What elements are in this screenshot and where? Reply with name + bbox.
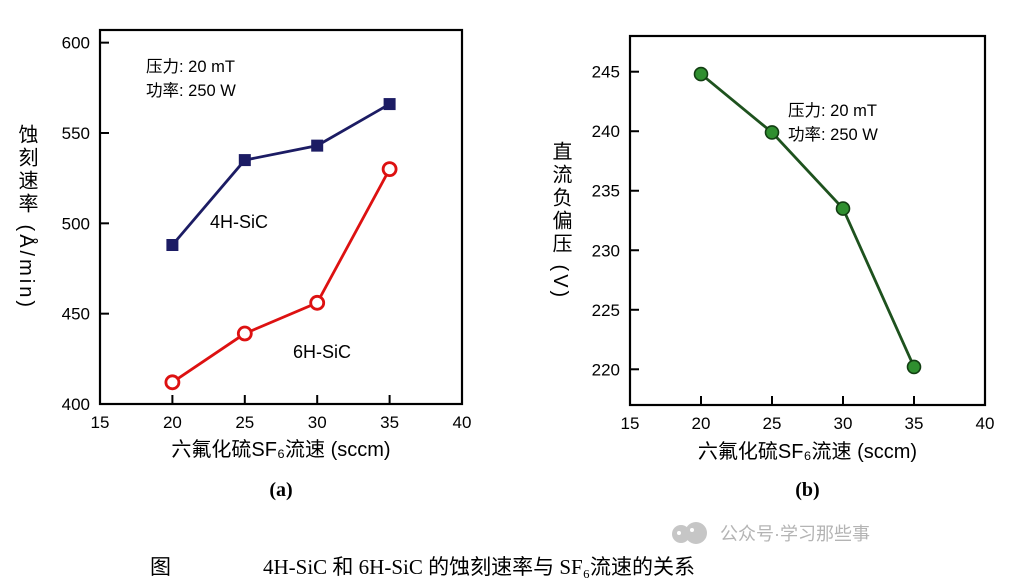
x-tick-label: 30: [834, 414, 853, 433]
chart-a-y-axis-label: 蚀刻速率 (Å/min): [15, 124, 37, 310]
data-point-marker: [166, 239, 179, 252]
data-point-marker: [164, 374, 181, 391]
y-tick-label: 235: [592, 182, 620, 201]
series-line-6H-SiC: [171, 168, 391, 384]
watermark: 公众号·学习那些事: [672, 519, 870, 547]
plot-annotation: 压力: 20 mT: [788, 101, 877, 120]
x-tick-label: 35: [905, 414, 924, 433]
chart-a-sub-label: (a): [269, 479, 293, 501]
x-tick-label: 20: [163, 413, 182, 432]
y-tick-label: 245: [592, 63, 620, 82]
figure-caption: 图 4H-SiC 和 6H-SiC 的蚀刻速率与 SF₆流速的关系: [150, 551, 695, 581]
data-point-marker: [309, 294, 326, 311]
chart-b-x-axis-label: 六氟化硫SF₆流速 (sccm): [697, 441, 918, 463]
y-tick-label: 240: [592, 122, 620, 141]
series-name-label: 6H-SiC: [293, 342, 351, 362]
y-tick-label: 550: [62, 124, 90, 143]
x-tick-label: 20: [692, 414, 711, 433]
data-point-marker: [835, 201, 851, 216]
series-name-label: 4H-SiC: [210, 212, 268, 232]
series-line-4H-SiC: [171, 102, 391, 246]
x-tick-label: 30: [308, 413, 327, 432]
y-tick-label: 220: [592, 360, 620, 379]
figure-caption-label: 图: [150, 555, 171, 579]
data-point-marker: [383, 98, 396, 111]
y-tick-label: 450: [62, 305, 90, 324]
series-line-b: [700, 73, 916, 368]
data-point-marker: [238, 154, 251, 167]
chart-b-y-axis-label: 直流负偏压 (V): [549, 140, 571, 301]
data-point-marker: [236, 325, 253, 342]
watermark-text: 公众号·学习那些事: [720, 524, 870, 544]
x-tick-label: 25: [235, 413, 254, 432]
y-tick-label: 600: [62, 34, 90, 53]
plot-annotation: 功率: 250 W: [146, 81, 236, 100]
figure-caption-text: 4H-SiC 和 6H-SiC 的蚀刻速率与 SF₆流速的关系: [263, 555, 696, 579]
chart-b-sub-label: (b): [795, 479, 820, 501]
plot-frame-b: [628, 34, 987, 407]
plot-frame-a: [98, 28, 464, 406]
data-point-marker: [311, 139, 324, 152]
x-tick-label: 25: [763, 414, 782, 433]
y-tick-label: 400: [62, 395, 90, 414]
data-point-marker: [381, 161, 398, 178]
x-tick-label: 40: [976, 414, 995, 433]
x-tick-label: 15: [621, 414, 640, 433]
watermark-logo-icon: [672, 519, 710, 547]
y-tick-label: 230: [592, 241, 620, 260]
plot-annotation: 功率: 250 W: [788, 125, 878, 144]
plot-annotation: 压力: 20 mT: [146, 57, 235, 76]
x-tick-label: 15: [91, 413, 110, 432]
y-tick-label: 225: [592, 301, 620, 320]
chart-a-x-axis-label: 六氟化硫SF₆流速 (sccm): [171, 439, 391, 461]
x-tick-label: 35: [380, 413, 399, 432]
x-tick-label: 40: [453, 413, 472, 432]
data-point-marker: [693, 66, 709, 82]
y-tick-label: 500: [62, 214, 90, 233]
data-point-marker: [906, 359, 922, 375]
data-point-marker: [764, 125, 780, 140]
